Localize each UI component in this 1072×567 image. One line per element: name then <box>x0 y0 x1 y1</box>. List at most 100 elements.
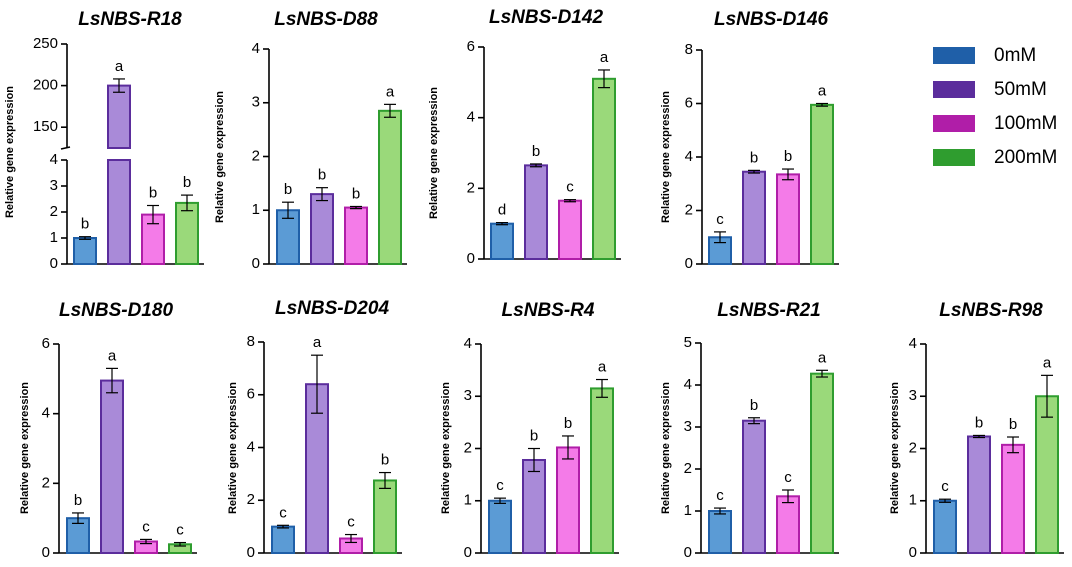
bar <box>592 77 616 260</box>
bar <box>776 495 800 554</box>
significance-letter: a <box>386 83 395 100</box>
y-tick-label: 4 <box>684 376 692 393</box>
y-tick-label: 3 <box>684 418 692 435</box>
y-axis-label: Relative gene expression <box>440 382 452 514</box>
y-tick-label: 8 <box>685 41 693 58</box>
bar <box>310 193 334 265</box>
panel-title: LsNBS-R18 <box>78 9 182 30</box>
bar <box>344 206 368 265</box>
significance-letter: c <box>176 522 184 539</box>
y-tick-label: 0 <box>685 255 693 272</box>
bar <box>590 387 614 554</box>
bar <box>742 170 766 265</box>
significance-letter: c <box>784 469 792 486</box>
y-tick-label: 2 <box>252 147 260 164</box>
legend-swatch <box>933 47 975 64</box>
y-tick-label: 0 <box>42 544 50 561</box>
y-tick-label: 4 <box>685 148 693 165</box>
bar-break-gap <box>106 149 132 159</box>
significance-letter: b <box>149 185 157 202</box>
panel-lsnbs-r18: LsNBS-R18 Relative gene expression 0 1 2 3 4 15… <box>4 9 204 272</box>
y-tick-label: 2 <box>464 439 472 456</box>
bar <box>373 479 397 554</box>
bar <box>524 164 548 260</box>
significance-letter: a <box>115 58 124 75</box>
y-tick-label: 2 <box>50 203 58 220</box>
panel-lsnbs-r98: LsNBS-R98 Relative gene expression 0 1 2 3 4 c b… <box>889 300 1064 561</box>
y-axis-label: Relative gene expression <box>19 382 31 514</box>
panel-lsnbs-d146: LsNBS-D146 Relative gene expression 0 2 4 6 8 c… <box>660 9 839 272</box>
significance-letter: b <box>183 174 191 191</box>
bar <box>488 499 512 554</box>
significance-letter: b <box>750 397 758 414</box>
significance-letter: d <box>498 202 506 219</box>
legend-swatch <box>933 115 975 132</box>
y-tick-label: 1 <box>464 492 472 509</box>
bar <box>967 435 991 555</box>
significance-letter: c <box>941 478 949 495</box>
y-axis-label: Relative gene expression <box>889 382 901 514</box>
bar <box>107 84 131 149</box>
legend-label: 200mM <box>994 147 1057 168</box>
significance-letter: b <box>318 167 326 184</box>
y-tick-label: 4 <box>464 335 472 352</box>
significance-letter: b <box>750 149 758 166</box>
significance-letter: c <box>347 514 355 531</box>
y-tick-label: 3 <box>909 387 917 404</box>
y-tick-label: 1 <box>252 201 260 218</box>
legend-label: 0mM <box>994 45 1036 66</box>
panel-title: LsNBS-R4 <box>502 300 595 321</box>
panel-lsnbs-d142: LsNBS-D142 Relative gene expression 0 2 4 6 d b… <box>428 7 621 267</box>
significance-letter: b <box>352 185 360 202</box>
bar <box>708 510 732 554</box>
significance-letter: b <box>530 428 538 445</box>
panel-lsnbs-r4: LsNBS-R4 Relative gene expression 0 1 2 3 4 c b b… <box>440 300 619 561</box>
axis-break-mark <box>60 146 71 150</box>
significance-letter: a <box>818 83 827 100</box>
bar <box>810 372 834 554</box>
significance-letter: a <box>600 49 609 66</box>
significance-letter: b <box>975 414 983 431</box>
y-axis-label: Relative gene expression <box>660 382 672 514</box>
significance-letter: a <box>313 334 322 351</box>
bar <box>742 419 766 555</box>
panel-title: LsNBS-D146 <box>714 9 828 30</box>
significance-letter: b <box>284 181 292 198</box>
significance-letter: b <box>81 216 89 233</box>
significance-letter: b <box>564 415 572 432</box>
bar <box>107 159 131 265</box>
panel-title: LsNBS-D88 <box>274 9 378 30</box>
bar <box>175 201 199 265</box>
legend-label: 100mM <box>994 113 1057 134</box>
y-axis-label: Relative gene expression <box>660 91 672 223</box>
panel-title: LsNBS-D142 <box>489 7 603 28</box>
y-tick-label: 6 <box>247 386 255 403</box>
significance-letter: a <box>818 349 827 366</box>
y-axis-label: Relative gene expression <box>4 86 16 218</box>
legend-label: 50mM <box>994 79 1047 100</box>
panel-lsnbs-d204: LsNBS-D204 Relative gene expression 0 2 4 6 8 c… <box>227 298 402 561</box>
y-tick-label: 8 <box>247 333 255 350</box>
y-tick-label: 4 <box>50 151 58 168</box>
legend-swatch <box>933 149 975 166</box>
significance-letter: a <box>108 347 117 364</box>
y-tick-label: 6 <box>42 335 50 352</box>
bar <box>271 525 295 554</box>
significance-letter: a <box>598 359 607 376</box>
y-tick-label: 6 <box>467 38 475 55</box>
bar <box>522 458 546 554</box>
significance-letter: c <box>716 211 724 228</box>
y-tick-label: 0 <box>909 544 917 561</box>
panel-title: LsNBS-D204 <box>275 298 389 319</box>
legend: 0mM 50mM 100mM 200mM <box>933 45 1057 168</box>
y-tick-label: 4 <box>467 109 475 126</box>
significance-letter: c <box>279 504 287 521</box>
y-axis-label: Relative gene expression <box>214 91 226 223</box>
significance-letter: b <box>532 143 540 160</box>
y-tick-label: 5 <box>684 334 692 351</box>
y-tick-label: 0 <box>247 544 255 561</box>
y-tick-label: 2 <box>684 460 692 477</box>
y-tick-label: 6 <box>685 94 693 111</box>
significance-letter: b <box>784 148 792 165</box>
y-tick-label: 0 <box>252 255 260 272</box>
